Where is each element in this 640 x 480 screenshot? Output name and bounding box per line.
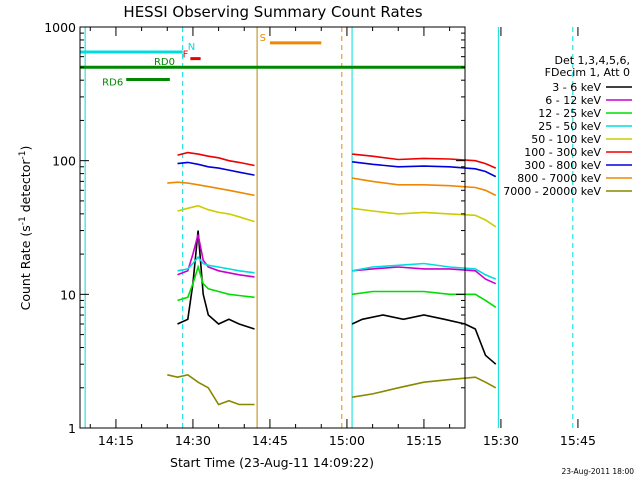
legend-entry-label: 800 - 7000 keV <box>517 172 601 185</box>
series-line <box>351 262 497 280</box>
legend-entry-label: 300 - 800 keV <box>524 159 601 172</box>
legend-header: Det 1,3,4,5,6, <box>554 54 630 67</box>
series-line <box>351 207 497 228</box>
legend-entry-label: 7000 - 20000 keV <box>503 185 601 198</box>
y-label-exp1: -1 <box>18 216 28 225</box>
y-axis-label: Count Rate (s-1 detector-1) <box>18 146 33 311</box>
y-tick-label: 10 <box>60 287 76 302</box>
x-tick-label: 15:00 <box>329 433 365 448</box>
series-line <box>177 264 255 302</box>
series-line <box>351 177 497 197</box>
series-line <box>351 314 497 365</box>
series-line <box>177 255 255 274</box>
series-line <box>177 204 255 223</box>
axes: 1 10 100 1000 14:15 14:30 14:45 15:00 15:15 15:30… <box>44 20 596 448</box>
series-line <box>352 153 497 169</box>
marker-label: N <box>188 42 195 53</box>
x-axis-label: Start Time (23-Aug-11 14:09:22) <box>170 455 374 470</box>
y-label-main: Count Rate (s <box>18 225 33 310</box>
x-tick-label: 14:45 <box>252 433 288 448</box>
date-stamp: 23-Aug-2011 18:00 <box>561 467 634 476</box>
series-line <box>167 373 255 406</box>
x-tick-label: 15:45 <box>560 433 596 448</box>
x-tick-label: 15:30 <box>483 433 519 448</box>
attenuator-markers: RD6 RD0 NF S <box>80 33 465 88</box>
legend-entry-label: 100 - 300 keV <box>524 146 601 159</box>
legend-entry-label: 25 - 50 keV <box>538 120 601 133</box>
series-line <box>167 181 255 197</box>
marker-label: RD6 <box>102 77 123 88</box>
series-line <box>177 161 255 176</box>
series-line <box>352 266 497 285</box>
y-tick-label: 1000 <box>44 20 76 35</box>
y-tick-label: 1 <box>68 421 76 436</box>
x-tick-label: 14:30 <box>175 433 211 448</box>
x-tick-label: 14:15 <box>98 433 134 448</box>
y-label-exp2: -1 <box>18 151 28 160</box>
legend-entry-label: 6 - 12 keV <box>545 94 601 107</box>
y-label-mid: detector <box>18 159 33 217</box>
vertical-lines <box>84 27 574 428</box>
plot-frame <box>79 26 466 429</box>
legend: Det 1,3,4,5,6,FDecim 1, Att 0 3 - 6 keV6 … <box>503 54 632 198</box>
series-line <box>351 290 497 308</box>
series-line <box>177 230 255 330</box>
legend-entry-label: 3 - 6 keV <box>552 81 601 94</box>
chart-title: HESSI Observing Summary Count Rates <box>123 3 422 21</box>
series-line <box>352 161 497 178</box>
legend-entry-label: 50 - 100 keV <box>531 133 601 146</box>
legend-entry-label: 12 - 25 keV <box>538 107 601 120</box>
series-line <box>351 376 497 398</box>
x-tick-label: 15:15 <box>406 433 442 448</box>
legend-header: FDecim 1, Att 0 <box>545 66 630 79</box>
y-tick-label: 100 <box>52 154 76 169</box>
marker-label: RD0 <box>154 57 175 68</box>
series-line <box>177 151 255 167</box>
marker-label: S <box>260 33 266 44</box>
series-lines <box>167 151 497 406</box>
marker-label: F <box>183 50 189 61</box>
y-label-end: ) <box>18 146 33 151</box>
